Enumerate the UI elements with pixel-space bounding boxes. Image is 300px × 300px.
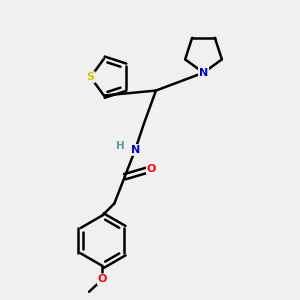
Text: O: O (147, 164, 156, 174)
Text: S: S (87, 72, 94, 82)
Text: H: H (116, 140, 125, 151)
Text: N: N (130, 145, 140, 155)
Text: O: O (98, 274, 107, 284)
Text: N: N (199, 68, 208, 78)
